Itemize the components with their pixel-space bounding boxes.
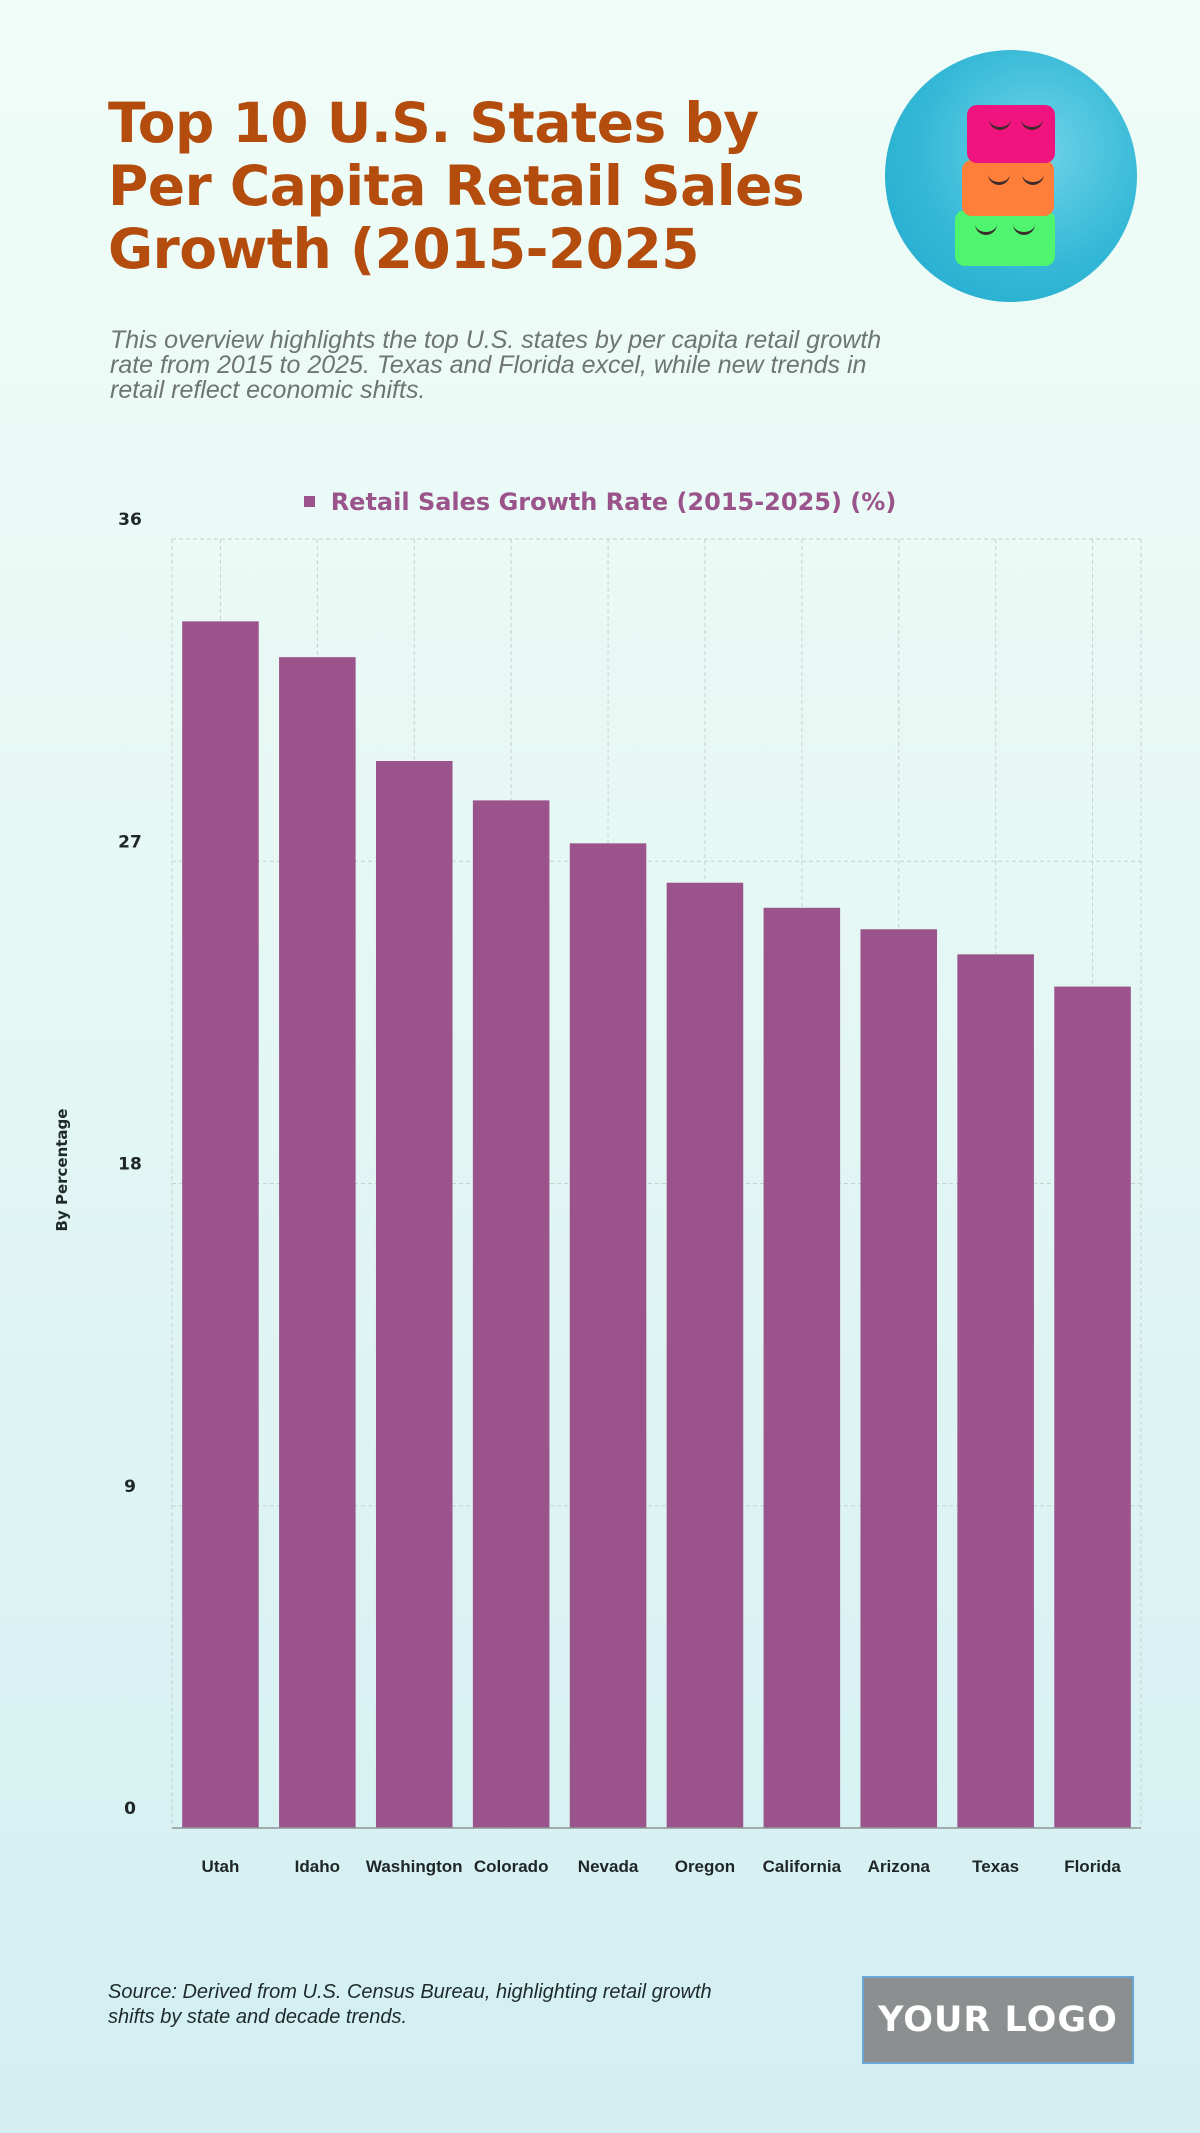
page-title: Top 10 U.S. States by Per Capita Retail … (108, 91, 805, 281)
hero-image (885, 50, 1137, 302)
x-tick-label: Idaho (295, 1857, 340, 1876)
bar-idaho (279, 657, 356, 1828)
y-tick-label: 9 (124, 1477, 136, 1497)
orange-bag-shape (962, 160, 1054, 216)
bar-california (763, 907, 841, 1828)
bar-washington (375, 760, 453, 1829)
bar-arizona (860, 929, 938, 1828)
eyelash-icon (1021, 119, 1043, 130)
y-tick-label: 27 (118, 832, 142, 852)
x-tick-label: California (763, 1857, 842, 1876)
eyelash-icon (975, 224, 997, 235)
bar-oregon (666, 882, 744, 1828)
x-tick-label: Texas (972, 1857, 1019, 1876)
bars (182, 621, 1131, 1829)
chart-legend: Retail Sales Growth Rate (2015-2025) (%) (0, 488, 1200, 516)
x-tick-label: Arizona (868, 1857, 931, 1876)
bar-utah (182, 621, 259, 1828)
x-tick-label: Florida (1064, 1857, 1121, 1876)
bar-colorado (472, 800, 550, 1828)
pink-bag-shape (967, 105, 1055, 163)
eyelash-icon (1022, 174, 1044, 185)
logo-placeholder: YOUR LOGO (862, 1976, 1134, 2064)
y-tick-label: 36 (118, 510, 142, 530)
green-bag-shape (955, 210, 1055, 266)
bar-nevada (569, 843, 647, 1828)
eyelash-icon (988, 174, 1010, 185)
x-tick-label: Nevada (578, 1857, 639, 1876)
legend-label: Retail Sales Growth Rate (2015-2025) (%) (330, 488, 897, 516)
eyelash-icon (1013, 224, 1035, 235)
x-tick-label: Washington (366, 1857, 463, 1876)
y-tick-labels: 0 9 18 27 36 (118, 510, 142, 1819)
y-tick-label: 0 (124, 1799, 136, 1819)
x-tick-label: Colorado (474, 1857, 549, 1876)
legend-swatch (303, 496, 315, 507)
x-tick-labels: Utah Idaho Washington Colorado Nevada Oregon C… (202, 1857, 1122, 1876)
x-tick-label: Oregon (675, 1857, 735, 1876)
x-tick-label: Utah (202, 1857, 240, 1876)
y-tick-label: 18 (118, 1155, 142, 1175)
source-note: Source: Derived from U.S. Census Bureau,… (108, 1981, 712, 2028)
bar-texas (957, 954, 1034, 1828)
eyelash-icon (989, 119, 1011, 130)
page-subtitle: This overview highlights the top U.S. st… (110, 326, 882, 404)
bar-florida (1054, 986, 1131, 1828)
